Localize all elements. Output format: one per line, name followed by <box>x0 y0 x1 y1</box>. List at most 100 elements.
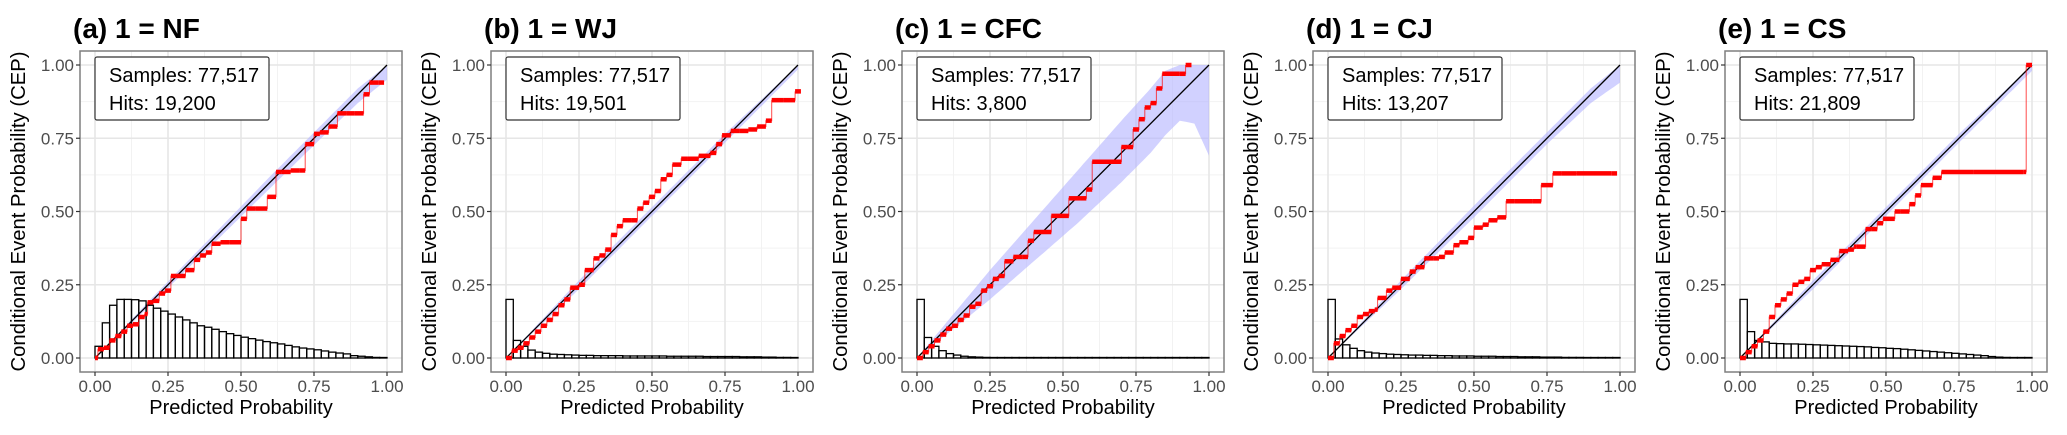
histogram-bar <box>1033 356 1042 359</box>
legend-hits: Hits: 21,809 <box>1754 93 1861 115</box>
x-tick-label: 1.00 <box>2015 377 2048 396</box>
x-tick-label: 1.00 <box>781 377 814 396</box>
histogram-bar <box>371 356 381 359</box>
x-tick-label: 0.75 <box>1942 377 1975 396</box>
histogram-bar <box>1157 356 1166 359</box>
histogram-bar <box>790 356 799 359</box>
y-tick-label: 0.25 <box>1686 276 1719 295</box>
y-tick-label: 0.00 <box>1274 349 1307 368</box>
histogram-bar <box>1135 356 1144 359</box>
x-axis-label: Predicted Probability <box>1794 397 1977 419</box>
legend-samples: Samples: 77,517 <box>109 65 259 87</box>
y-tick-label: 0.25 <box>41 276 74 295</box>
y-tick-label: 1.00 <box>1274 56 1307 75</box>
x-tick-label: 0.00 <box>489 377 522 396</box>
x-tick-label: 0.00 <box>1311 377 1344 396</box>
x-axis-label: Predicted Probability <box>971 397 1154 419</box>
x-axis-label: Predicted Probability <box>149 397 332 419</box>
histogram-bar <box>974 356 984 359</box>
chart-panel: (a) 1 = NF Samples: 77,517 Hits: 19,200 0.0… <box>8 13 404 419</box>
y-axis-label: Conditional Event Probability (CEP) <box>8 52 30 372</box>
x-tick-label: 1.00 <box>1192 377 1225 396</box>
x-tick-label: 0.25 <box>562 377 595 396</box>
histogram-bar <box>1560 356 1570 359</box>
histogram-bar <box>996 356 1006 359</box>
histogram-bar <box>1582 356 1592 359</box>
histogram-bar <box>1142 356 1152 359</box>
diagonal-reference-line <box>505 64 799 359</box>
panel-title: (e) 1 = CS <box>1718 13 1846 44</box>
x-axis-label: Predicted Probability <box>560 397 743 419</box>
histogram-bar <box>1524 356 1534 359</box>
histogram-bar <box>1597 356 1607 359</box>
histogram-bar <box>2024 356 2033 359</box>
histogram-bar <box>746 356 755 359</box>
y-tick-label: 1.00 <box>1686 56 1719 75</box>
histogram-bar <box>1011 356 1020 359</box>
y-tick-label: 0.50 <box>1274 203 1307 222</box>
histogram-bar <box>1003 356 1013 359</box>
histogram-bar <box>2002 356 2011 359</box>
y-axis-label: Conditional Event Probability (CEP) <box>1653 52 1675 372</box>
x-tick-label: 0.00 <box>900 377 933 396</box>
x-tick-label: 0.50 <box>224 377 257 396</box>
x-tick-label: 0.50 <box>1869 377 1902 396</box>
legend-frame <box>1739 56 1915 121</box>
histogram-bar <box>1076 356 1086 359</box>
histogram-bar <box>1575 356 1585 359</box>
histogram-bar <box>1201 356 1210 359</box>
histogram-bar <box>1531 356 1541 359</box>
histogram-bar <box>1568 356 1577 359</box>
y-axis-label: Conditional Event Probability (CEP) <box>830 52 852 372</box>
histogram-bar <box>1193 356 1203 359</box>
y-tick-label: 0.75 <box>41 129 74 148</box>
y-tick-label: 0.50 <box>452 203 485 222</box>
x-tick-label: 0.00 <box>78 377 111 396</box>
histogram-bar <box>1025 356 1035 359</box>
x-tick-label: 0.00 <box>1723 377 1756 396</box>
x-tick-label: 0.25 <box>151 377 184 396</box>
chart-panel: (e) 1 = CS Samples: 77,517 Hits: 21,809 0.0… <box>1653 13 2049 419</box>
x-tick-label: 0.25 <box>1796 377 1829 396</box>
histogram-bar <box>1120 356 1130 359</box>
legend-box: Samples: 77,517 Hits: 19,200 <box>94 56 270 121</box>
histogram-bar <box>989 356 998 359</box>
histogram-bar <box>1047 356 1057 359</box>
histogram-bar <box>1186 356 1196 359</box>
histogram-bar <box>1084 356 1093 359</box>
histogram-bar <box>2016 356 2026 359</box>
x-tick-label: 0.25 <box>973 377 1006 396</box>
y-tick-label: 0.00 <box>863 349 896 368</box>
histogram-bar <box>768 356 777 359</box>
histogram-bar <box>1098 356 1108 359</box>
chart-panel: (b) 1 = WJ Samples: 77,517 Hits: 19,501 0.0… <box>419 13 815 419</box>
y-axis-label: Conditional Event Probability (CEP) <box>1241 52 1263 372</box>
histogram-bar <box>379 356 388 359</box>
y-tick-label: 0.50 <box>863 203 896 222</box>
histogram-bar <box>1164 356 1174 359</box>
histogram-bar <box>1149 356 1159 359</box>
y-tick-label: 1.00 <box>863 56 896 75</box>
histogram-bar <box>1517 356 1526 359</box>
histogram-bar <box>1612 356 1621 359</box>
y-tick-label: 0.50 <box>41 203 74 222</box>
legend-hits: Hits: 3,800 <box>931 93 1027 115</box>
histogram-bar <box>364 356 374 359</box>
x-tick-label: 0.50 <box>1457 377 1490 396</box>
y-tick-label: 0.00 <box>452 349 485 368</box>
histogram-bar <box>1553 356 1563 359</box>
histogram-bar <box>1539 356 1548 359</box>
x-tick-label: 1.00 <box>1603 377 1636 396</box>
histogram-bar <box>1171 356 1181 359</box>
x-tick-label: 0.75 <box>1119 377 1152 396</box>
legend-samples: Samples: 77,517 <box>931 65 1081 87</box>
legend-box: Samples: 77,517 Hits: 13,207 <box>1327 56 1503 121</box>
legend-box: Samples: 77,517 Hits: 21,809 <box>1739 56 1915 121</box>
legend-hits: Hits: 19,200 <box>109 93 216 115</box>
histogram-bar <box>1604 356 1614 359</box>
legend-box: Samples: 77,517 Hits: 19,501 <box>505 56 681 121</box>
histogram-bar <box>760 356 770 359</box>
y-axis-label: Conditional Event Probability (CEP) <box>419 52 441 372</box>
histogram-bar <box>1128 356 1137 359</box>
legend-samples: Samples: 77,517 <box>1342 65 1492 87</box>
